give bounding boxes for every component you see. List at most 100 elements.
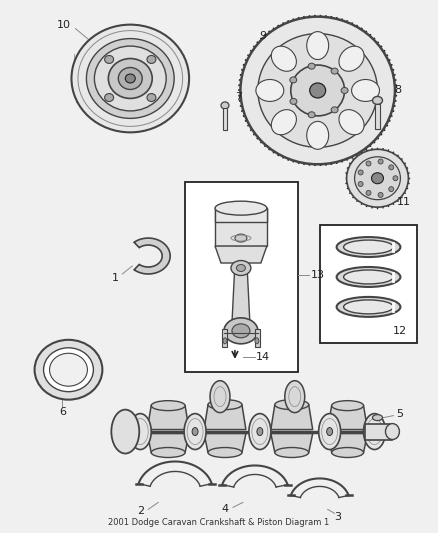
- Ellipse shape: [208, 400, 242, 410]
- Ellipse shape: [256, 79, 284, 101]
- Text: 10: 10: [57, 20, 71, 30]
- Ellipse shape: [237, 264, 245, 271]
- Ellipse shape: [341, 87, 348, 93]
- Text: 12: 12: [392, 326, 406, 336]
- Ellipse shape: [125, 74, 135, 83]
- Ellipse shape: [346, 149, 408, 207]
- Bar: [364, 424, 392, 440]
- Text: 7: 7: [235, 92, 243, 102]
- Ellipse shape: [111, 410, 139, 454]
- Bar: [255, 329, 260, 347]
- Ellipse shape: [378, 159, 383, 164]
- Ellipse shape: [108, 59, 152, 99]
- Ellipse shape: [337, 237, 400, 257]
- Bar: [223, 108, 227, 131]
- Text: 2001 Dodge Caravan Crankshaft & Piston Diagram 1: 2001 Dodge Caravan Crankshaft & Piston D…: [108, 518, 330, 527]
- Ellipse shape: [86, 38, 174, 118]
- Ellipse shape: [337, 297, 400, 317]
- Ellipse shape: [337, 267, 400, 287]
- Ellipse shape: [308, 63, 315, 69]
- Ellipse shape: [343, 300, 393, 314]
- Ellipse shape: [343, 270, 393, 284]
- Ellipse shape: [49, 353, 88, 386]
- Ellipse shape: [151, 401, 185, 410]
- Text: 11: 11: [396, 197, 410, 207]
- Text: 6: 6: [59, 407, 66, 417]
- Polygon shape: [271, 405, 313, 430]
- Ellipse shape: [290, 77, 297, 83]
- Ellipse shape: [210, 381, 230, 413]
- Ellipse shape: [339, 110, 364, 135]
- Ellipse shape: [389, 187, 394, 192]
- Ellipse shape: [331, 107, 338, 113]
- Bar: [375, 104, 380, 130]
- Text: 2: 2: [137, 506, 144, 516]
- Polygon shape: [147, 433, 189, 453]
- Text: 3: 3: [334, 512, 341, 522]
- Polygon shape: [271, 433, 313, 453]
- Ellipse shape: [258, 34, 378, 147]
- Ellipse shape: [364, 414, 385, 449]
- Ellipse shape: [389, 165, 394, 170]
- Bar: [185, 182, 298, 372]
- Text: 8: 8: [394, 85, 401, 95]
- Ellipse shape: [224, 318, 258, 344]
- Ellipse shape: [271, 110, 297, 135]
- Ellipse shape: [308, 112, 315, 118]
- Ellipse shape: [366, 190, 371, 196]
- Polygon shape: [204, 433, 246, 453]
- Bar: [320, 225, 417, 343]
- Ellipse shape: [231, 261, 251, 276]
- Ellipse shape: [184, 414, 206, 449]
- Ellipse shape: [147, 55, 156, 63]
- Ellipse shape: [275, 400, 309, 410]
- Bar: [215, 208, 267, 246]
- Ellipse shape: [291, 65, 345, 116]
- Ellipse shape: [249, 414, 271, 449]
- Ellipse shape: [221, 102, 229, 109]
- Ellipse shape: [319, 414, 341, 449]
- Ellipse shape: [372, 415, 382, 421]
- Ellipse shape: [378, 192, 383, 197]
- Ellipse shape: [332, 401, 364, 410]
- Ellipse shape: [355, 157, 400, 200]
- Text: 5: 5: [396, 409, 403, 418]
- Bar: [222, 329, 227, 347]
- Ellipse shape: [307, 31, 328, 60]
- Ellipse shape: [385, 424, 399, 440]
- Ellipse shape: [235, 234, 247, 242]
- Ellipse shape: [151, 448, 185, 457]
- Ellipse shape: [371, 173, 384, 184]
- Polygon shape: [134, 238, 170, 274]
- Ellipse shape: [35, 340, 102, 400]
- Ellipse shape: [332, 448, 364, 457]
- Ellipse shape: [310, 83, 326, 98]
- Ellipse shape: [118, 68, 142, 90]
- Ellipse shape: [393, 176, 398, 181]
- Ellipse shape: [95, 46, 166, 111]
- Ellipse shape: [339, 46, 364, 71]
- Ellipse shape: [257, 427, 263, 435]
- Ellipse shape: [285, 381, 305, 413]
- Text: 1: 1: [112, 273, 119, 283]
- Ellipse shape: [275, 448, 309, 457]
- Polygon shape: [147, 406, 189, 430]
- Text: 9: 9: [259, 30, 266, 41]
- Ellipse shape: [343, 240, 393, 254]
- Text: 4: 4: [222, 504, 229, 514]
- Ellipse shape: [271, 46, 297, 71]
- Text: 13: 13: [311, 270, 325, 280]
- Polygon shape: [328, 406, 367, 430]
- Ellipse shape: [232, 324, 250, 338]
- Polygon shape: [232, 263, 250, 323]
- Ellipse shape: [129, 414, 151, 449]
- Ellipse shape: [255, 338, 259, 344]
- Ellipse shape: [307, 122, 328, 149]
- Ellipse shape: [215, 201, 267, 215]
- Ellipse shape: [147, 94, 156, 101]
- Ellipse shape: [327, 427, 332, 435]
- Ellipse shape: [352, 79, 379, 101]
- Ellipse shape: [290, 99, 297, 104]
- Polygon shape: [215, 246, 267, 263]
- Ellipse shape: [372, 96, 382, 104]
